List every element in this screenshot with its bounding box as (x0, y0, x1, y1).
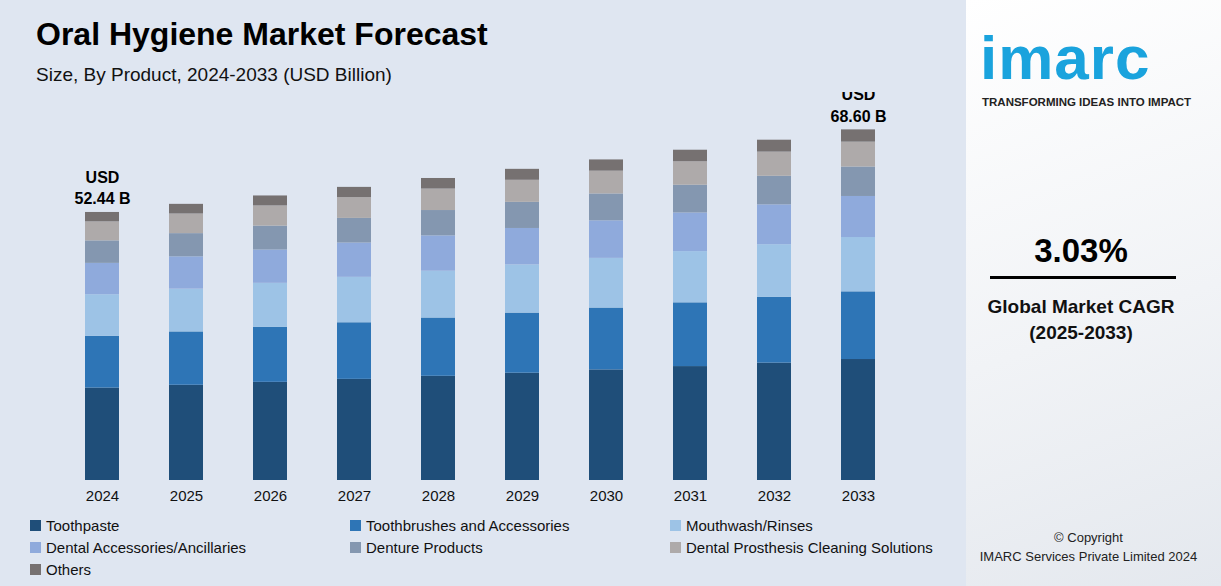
svg-text:2027: 2027 (338, 487, 371, 504)
html-text:(2025-2033): (2025-2033) (1029, 322, 1133, 343)
svg-text:2030: 2030 (590, 487, 623, 504)
html-text:Mouthwash/Rinses: Mouthwash/Rinses (686, 516, 813, 534)
svg-text:2029: 2029 (506, 487, 539, 504)
html-text:Toothbrushes and Accessories: Toothbrushes and Accessories (366, 516, 570, 534)
html-text:Others: Others (46, 560, 91, 578)
html-text:TRANSFORMING IDEAS INTO IMPACT: TRANSFORMING IDEAS INTO IMPACT (982, 96, 1192, 108)
svg-text:2026: 2026 (254, 487, 287, 504)
svg-text:2024: 2024 (86, 487, 119, 504)
svg-text:USD52.44 B: USD52.44 B (74, 169, 130, 208)
html-text:Denture Products: Denture Products (366, 538, 483, 556)
html-text:Dental Accessories/Ancillaries: Dental Accessories/Ancillaries (46, 538, 247, 556)
html-text:Oral Hygiene Market Forecast: Oral Hygiene Market Forecast (36, 16, 488, 52)
html-text:Dental Prosthesis Cleaning Sol: Dental Prosthesis Cleaning Solutions (686, 538, 933, 556)
svg-text:USD68.60 B: USD68.60 B (830, 92, 886, 125)
html-text:© Copyright: © Copyright (1054, 530, 1123, 545)
html-text:imarc: imarc (980, 23, 1151, 92)
svg-text:2028: 2028 (422, 487, 455, 504)
html-text:Global Market CAGR: Global Market CAGR (987, 296, 1175, 317)
svg-text:2032: 2032 (758, 487, 791, 504)
html-text:Toothpaste: Toothpaste (46, 516, 120, 534)
html-text:IMARC Services Private Limited: IMARC Services Private Limited 2024 (979, 549, 1198, 564)
html-text:3.03%: 3.03% (1034, 232, 1128, 269)
html-text:Size, By Product, 2024-2033 (U: Size, By Product, 2024-2033 (USD Billion… (36, 64, 392, 85)
svg-text:2031: 2031 (674, 487, 707, 504)
svg-text:2025: 2025 (170, 487, 203, 504)
svg-text:2033: 2033 (842, 487, 875, 504)
